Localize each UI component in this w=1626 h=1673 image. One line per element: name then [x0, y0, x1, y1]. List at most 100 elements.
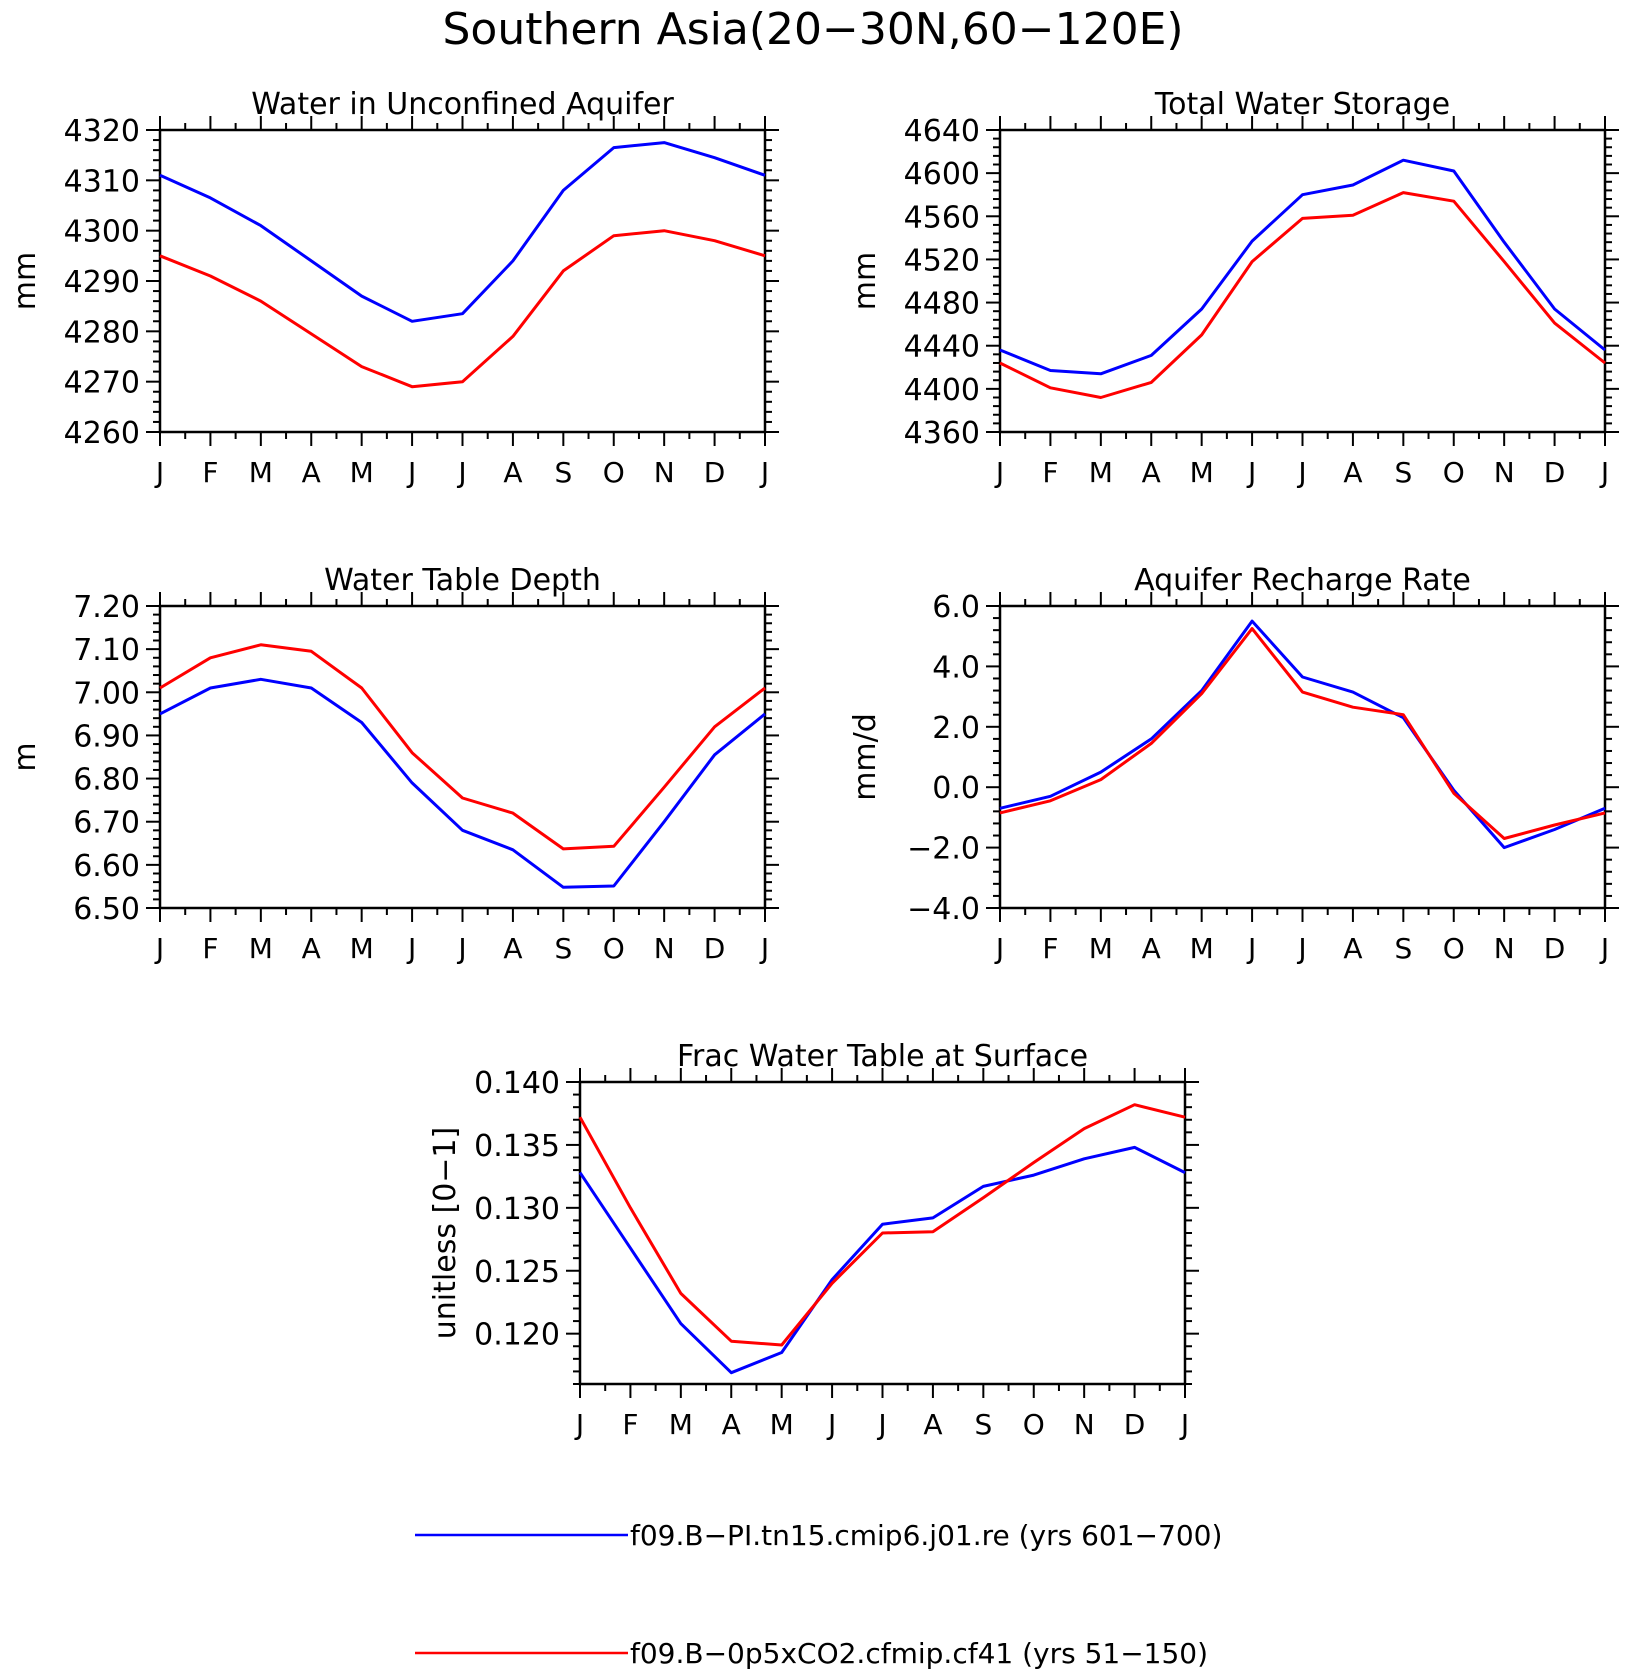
x-tick-label: J: [456, 932, 466, 965]
x-tick-label: J: [994, 456, 1004, 489]
y-tick-label: 6.60: [73, 849, 140, 884]
x-tick-label: J: [456, 456, 466, 489]
y-tick-label: 6.70: [73, 806, 140, 841]
series-line-red: [999, 627, 1606, 840]
x-tick-label: J: [759, 932, 769, 965]
y-axis-label: mm/d: [848, 713, 883, 801]
plot-frame: [158, 128, 767, 434]
legend: f09.B−PI.tn15.cmip6.j01.re (yrs 601−700)…: [415, 1519, 1222, 1670]
x-tick-label: J: [154, 456, 164, 489]
x-tick-label: N: [1074, 1408, 1095, 1441]
y-tick-label: 7.20: [73, 590, 140, 625]
x-tick-label: M: [249, 456, 273, 489]
y-tick-label: 4310: [64, 164, 140, 199]
y-axis-label: unitless [0−1]: [428, 1127, 463, 1339]
x-tick-label: M: [770, 1408, 794, 1441]
x-tick-label: N: [1494, 456, 1515, 489]
y-tick-label: 4260: [64, 416, 140, 451]
y-tick-label: 7.00: [73, 676, 140, 711]
x-tick-label: J: [574, 1408, 584, 1441]
series-line-red: [159, 643, 766, 851]
y-tick-label: 4600: [904, 157, 980, 192]
series-line-blue: [999, 158, 1606, 376]
y-tick-label: −2.0: [907, 832, 980, 867]
x-tick-label: A: [503, 456, 522, 489]
x-tick-label: N: [654, 932, 675, 965]
y-tick-label: 4270: [64, 366, 140, 401]
y-tick-label: 4.0: [932, 650, 980, 685]
x-tick-label: J: [1296, 932, 1306, 965]
x-tick-label: J: [826, 1408, 836, 1441]
x-tick-label: A: [1343, 456, 1362, 489]
x-tick-label: N: [654, 456, 675, 489]
x-tick-label: A: [722, 1408, 741, 1441]
x-tick-label: J: [1599, 932, 1609, 965]
y-tick-label: 0.130: [474, 1192, 560, 1227]
y-tick-label: 4520: [904, 243, 980, 278]
x-tick-label: J: [1246, 456, 1256, 489]
x-tick-label: A: [302, 932, 321, 965]
series-line-blue: [159, 677, 766, 889]
x-tick-label: M: [249, 932, 273, 965]
y-tick-label: 4300: [64, 215, 140, 250]
series-line-red: [999, 191, 1606, 399]
x-tick-label: J: [1599, 456, 1609, 489]
y-tick-label: −4.0: [907, 892, 980, 927]
x-tick-label: S: [974, 1408, 992, 1441]
y-tick-label: 4640: [904, 114, 980, 149]
x-tick-label: O: [603, 456, 625, 489]
x-tick-label: A: [1343, 932, 1362, 965]
y-tick-label: 0.140: [474, 1066, 560, 1101]
series-line-red: [578, 1103, 1186, 1347]
y-tick-label: 0.125: [474, 1255, 560, 1290]
legend-label: f09.B−PI.tn15.cmip6.j01.re (yrs 601−700): [630, 1519, 1222, 1552]
x-tick-label: O: [603, 932, 625, 965]
x-tick-label: M: [1190, 456, 1214, 489]
x-tick-label: A: [1142, 932, 1161, 965]
x-tick-label: J: [154, 932, 164, 965]
x-tick-label: O: [1023, 1408, 1045, 1441]
y-tick-label: 4560: [904, 200, 980, 235]
x-tick-label: J: [406, 456, 416, 489]
legend-label: f09.B−0p5xCO2.cfmip.cf41 (yrs 51−150): [630, 1637, 1208, 1670]
x-tick-label: O: [1443, 456, 1465, 489]
x-tick-label: D: [704, 932, 726, 965]
x-tick-label: S: [1394, 932, 1412, 965]
y-axis-label: mm: [8, 252, 43, 310]
x-tick-label: D: [704, 456, 726, 489]
y-tick-label: 4480: [904, 287, 980, 322]
x-tick-label: M: [669, 1408, 693, 1441]
x-tick-label: O: [1443, 932, 1465, 965]
figure-title: Southern Asia(20−30N,60−120E): [442, 4, 1183, 55]
plot-frame: [158, 604, 767, 910]
series-line-blue: [578, 1145, 1186, 1375]
y-axis-label: m: [8, 742, 43, 771]
x-tick-label: D: [1124, 1408, 1146, 1441]
y-tick-label: 0.135: [474, 1129, 560, 1164]
x-tick-label: J: [1296, 456, 1306, 489]
y-tick-label: 4360: [904, 416, 980, 451]
series-line-blue: [159, 141, 766, 323]
x-tick-label: F: [202, 932, 218, 965]
y-axis-label: mm: [848, 252, 883, 310]
plot-frame: [998, 128, 1607, 434]
x-tick-label: J: [876, 1408, 886, 1441]
x-tick-label: F: [622, 1408, 638, 1441]
x-tick-label: J: [759, 456, 769, 489]
x-tick-label: F: [1042, 932, 1058, 965]
x-tick-label: M: [350, 456, 374, 489]
y-tick-label: 4290: [64, 265, 140, 300]
y-tick-label: 7.10: [73, 633, 140, 668]
x-tick-label: A: [503, 932, 522, 965]
plot-frame: [998, 604, 1607, 910]
y-tick-label: 4440: [904, 330, 980, 365]
x-tick-label: A: [923, 1408, 942, 1441]
y-tick-label: 4280: [64, 315, 140, 350]
